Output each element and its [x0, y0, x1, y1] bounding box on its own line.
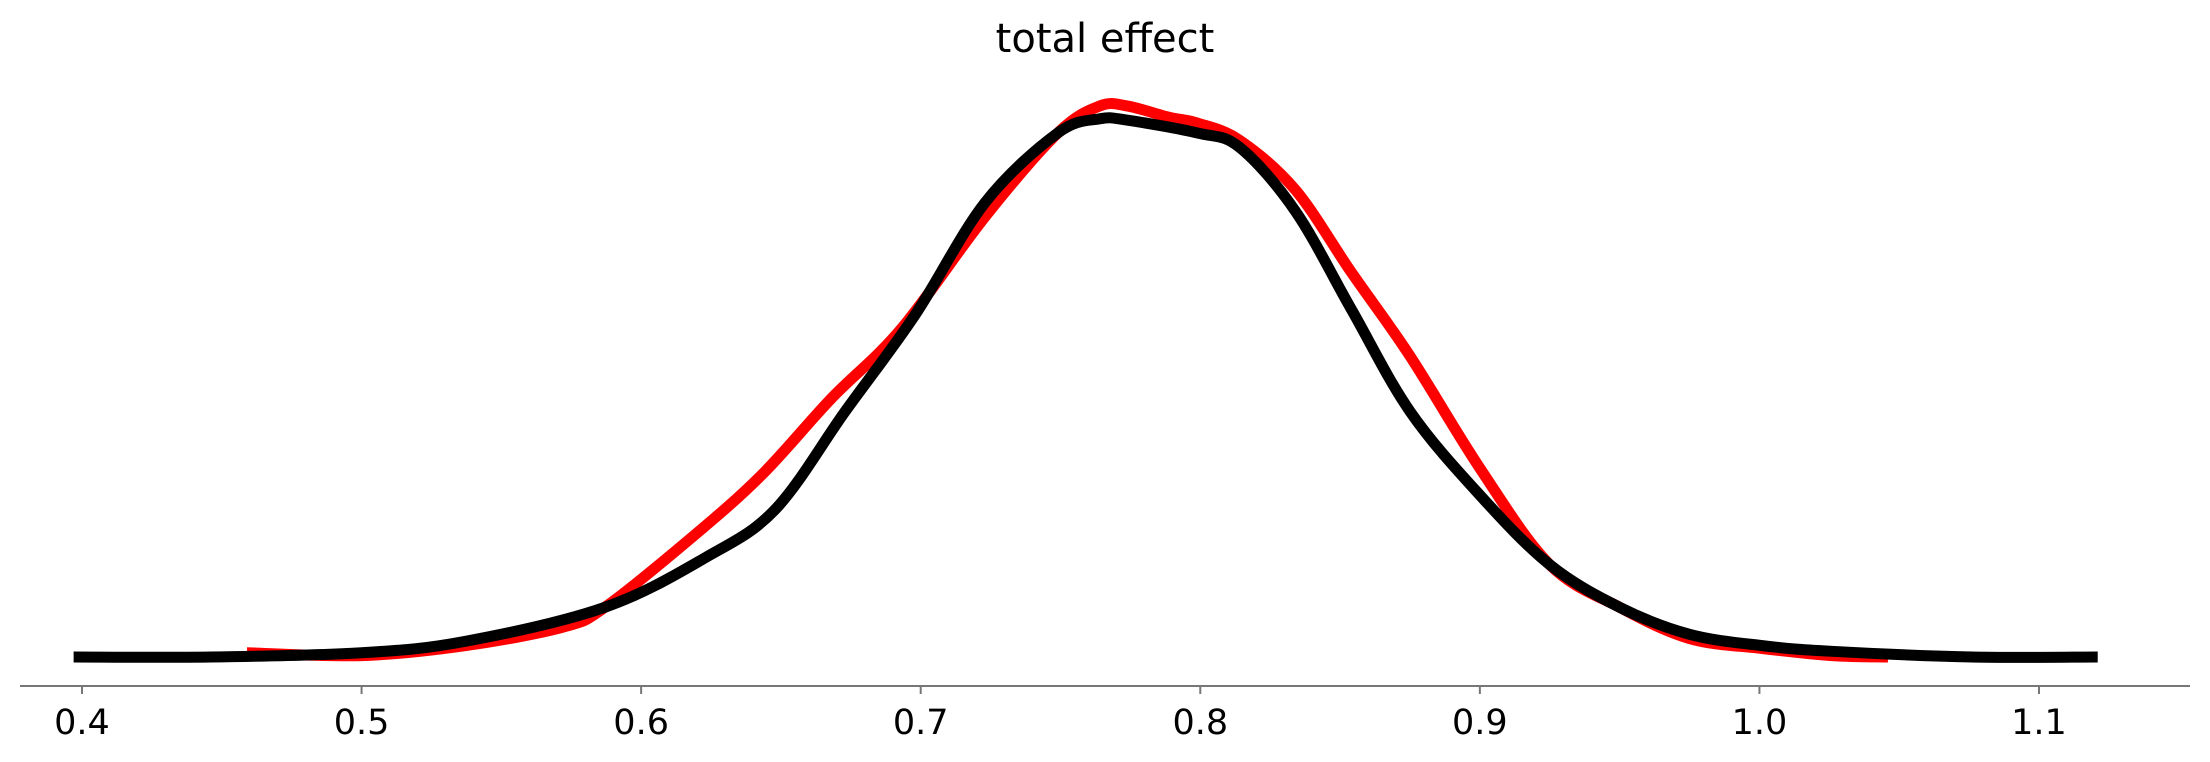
x-tick-label: 0.8	[1172, 703, 1228, 743]
x-tick-label: 0.7	[893, 703, 949, 743]
density-curve-black	[73, 112, 2098, 663]
x-tick-label: 1.0	[1732, 703, 1788, 743]
x-tick-label: 1.1	[2011, 703, 2067, 743]
density-curve-red	[246, 98, 1889, 663]
x-tick-label: 0.6	[613, 703, 669, 743]
x-axis: 0.4 0.5 0.6 0.7 0.8 0.9 1.0 1.1	[54, 686, 2067, 743]
x-tick-label: 0.4	[54, 703, 110, 743]
chart-title: total effect	[996, 16, 1215, 62]
x-tick-label: 0.5	[334, 703, 390, 743]
x-tick-label: 0.9	[1452, 703, 1508, 743]
plot-area	[73, 98, 2098, 663]
